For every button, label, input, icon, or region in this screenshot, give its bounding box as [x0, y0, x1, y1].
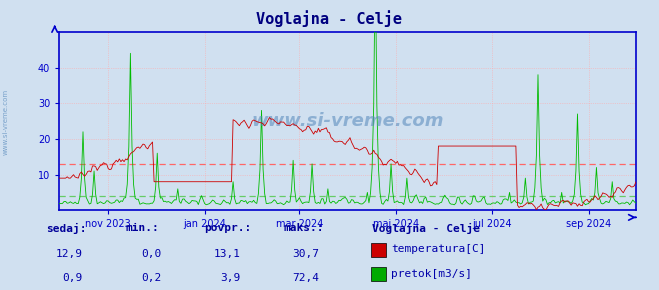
Text: Voglajna - Celje: Voglajna - Celje	[372, 223, 480, 234]
Text: 12,9: 12,9	[55, 249, 82, 259]
Text: maks.:: maks.:	[283, 223, 324, 233]
Text: 0,2: 0,2	[141, 273, 161, 282]
Text: 13,1: 13,1	[214, 249, 241, 259]
Text: www.si-vreme.com: www.si-vreme.com	[2, 89, 9, 155]
Text: 3,9: 3,9	[220, 273, 241, 282]
Text: sedaj:: sedaj:	[46, 223, 86, 234]
Text: 0,0: 0,0	[141, 249, 161, 259]
Text: Voglajna - Celje: Voglajna - Celje	[256, 10, 403, 27]
Text: pretok[m3/s]: pretok[m3/s]	[391, 269, 472, 279]
Text: min.:: min.:	[125, 223, 159, 233]
Text: 0,9: 0,9	[62, 273, 82, 282]
Text: temperatura[C]: temperatura[C]	[391, 244, 485, 254]
Text: povpr.:: povpr.:	[204, 223, 252, 233]
Text: 30,7: 30,7	[293, 249, 320, 259]
Text: www.si-vreme.com: www.si-vreme.com	[251, 112, 444, 130]
Text: 72,4: 72,4	[293, 273, 320, 282]
